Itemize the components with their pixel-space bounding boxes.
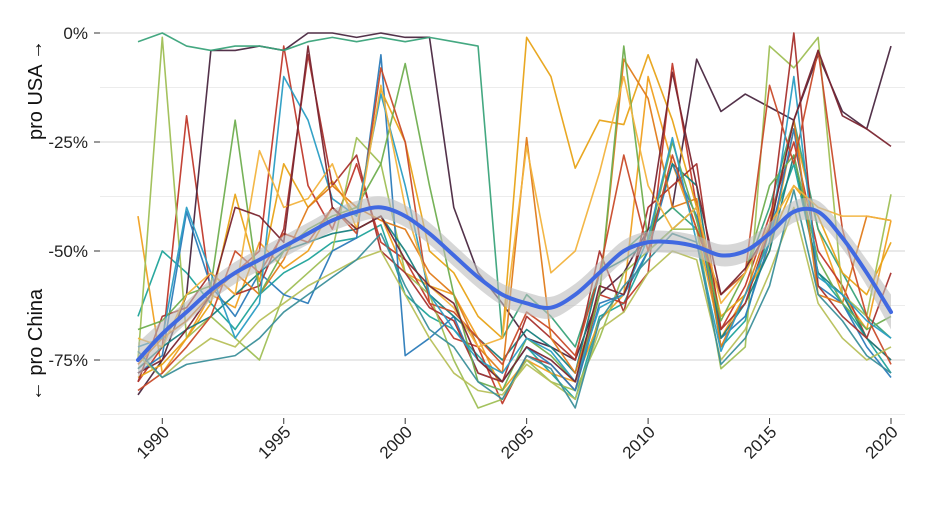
x-axis: 1990 1995 2000 2005 2010 2015 2020 (133, 418, 902, 463)
series-line (137, 45, 892, 383)
series-line (137, 206, 892, 401)
confidence-band-area (138, 196, 891, 378)
y-axis: 0% -25% -50% -75% (48, 24, 100, 370)
series-line (137, 32, 892, 348)
x-tick-label: 1990 (133, 422, 173, 462)
y-axis-label-pro-china: ← pro China (25, 288, 47, 401)
y-tick-label: 0% (63, 24, 88, 43)
x-tick-label: 2005 (497, 422, 537, 462)
x-tick-label: 2020 (862, 422, 902, 462)
y-axis-label-pro-usa: pro USA → (25, 40, 47, 140)
x-tick-label: 2000 (376, 422, 416, 462)
x-tick-label: 2010 (619, 422, 659, 462)
trend-line-group (136, 196, 893, 378)
x-tick-label: 1995 (254, 422, 294, 462)
series-line (137, 189, 892, 409)
y-tick-label: -25% (48, 133, 88, 152)
x-tick-label: 2015 (740, 422, 780, 462)
trend-line (136, 205, 893, 362)
y-tick-label: -75% (48, 351, 88, 370)
y-tick-label: -50% (48, 242, 88, 261)
